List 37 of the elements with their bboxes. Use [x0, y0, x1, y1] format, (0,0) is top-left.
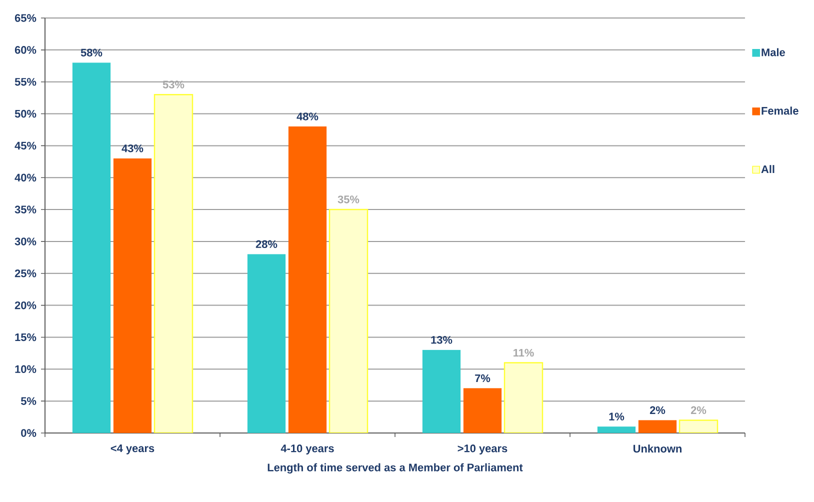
x-tick-label: <4 years [110, 444, 154, 454]
y-tick-label: 65% [14, 14, 36, 22]
data-label: 28% [256, 240, 278, 248]
legend-label: Female [762, 106, 798, 115]
x-axis-title: Length of time served as a Member of Parliament [268, 463, 523, 474]
x-tick-label: 4-10 years [280, 444, 334, 454]
y-tick-label: 5% [20, 397, 36, 405]
legend-label: All [761, 165, 774, 173]
y-tick-label: 20% [14, 301, 36, 310]
x-tick-label: >10 years [458, 444, 508, 454]
y-tick-label: 50% [14, 110, 36, 118]
y-tick-label: 60% [14, 46, 36, 54]
data-label: 2% [650, 406, 666, 414]
data-label: 11% [514, 348, 534, 357]
y-tick-label: 55% [14, 78, 36, 86]
x-tick-label: Unknown [634, 444, 682, 453]
y-tick-label: 10% [15, 365, 36, 374]
data-label: 58% [80, 48, 102, 56]
data-label: 2% [690, 406, 706, 414]
data-label: 48% [296, 112, 318, 120]
y-tick-label: 35% [14, 206, 36, 214]
bar [328, 208, 368, 433]
y-tick-label: 0% [21, 429, 36, 437]
y-tick-label: 15% [15, 333, 36, 342]
data-label: 1% [609, 412, 624, 420]
data-label: 35% [338, 196, 360, 204]
data-label: 7% [475, 374, 490, 382]
bar [154, 94, 194, 433]
data-label: 53% [162, 80, 184, 88]
data-label: 13% [431, 336, 452, 344]
data-label: 43% [122, 144, 144, 152]
y-tick-label: 45% [14, 142, 36, 150]
y-tick-label: 40% [14, 174, 36, 182]
legend-label: Male [762, 48, 785, 56]
y-tick-label: 25% [14, 270, 36, 278]
bar [504, 362, 544, 433]
y-tick-label: 30% [14, 238, 36, 246]
